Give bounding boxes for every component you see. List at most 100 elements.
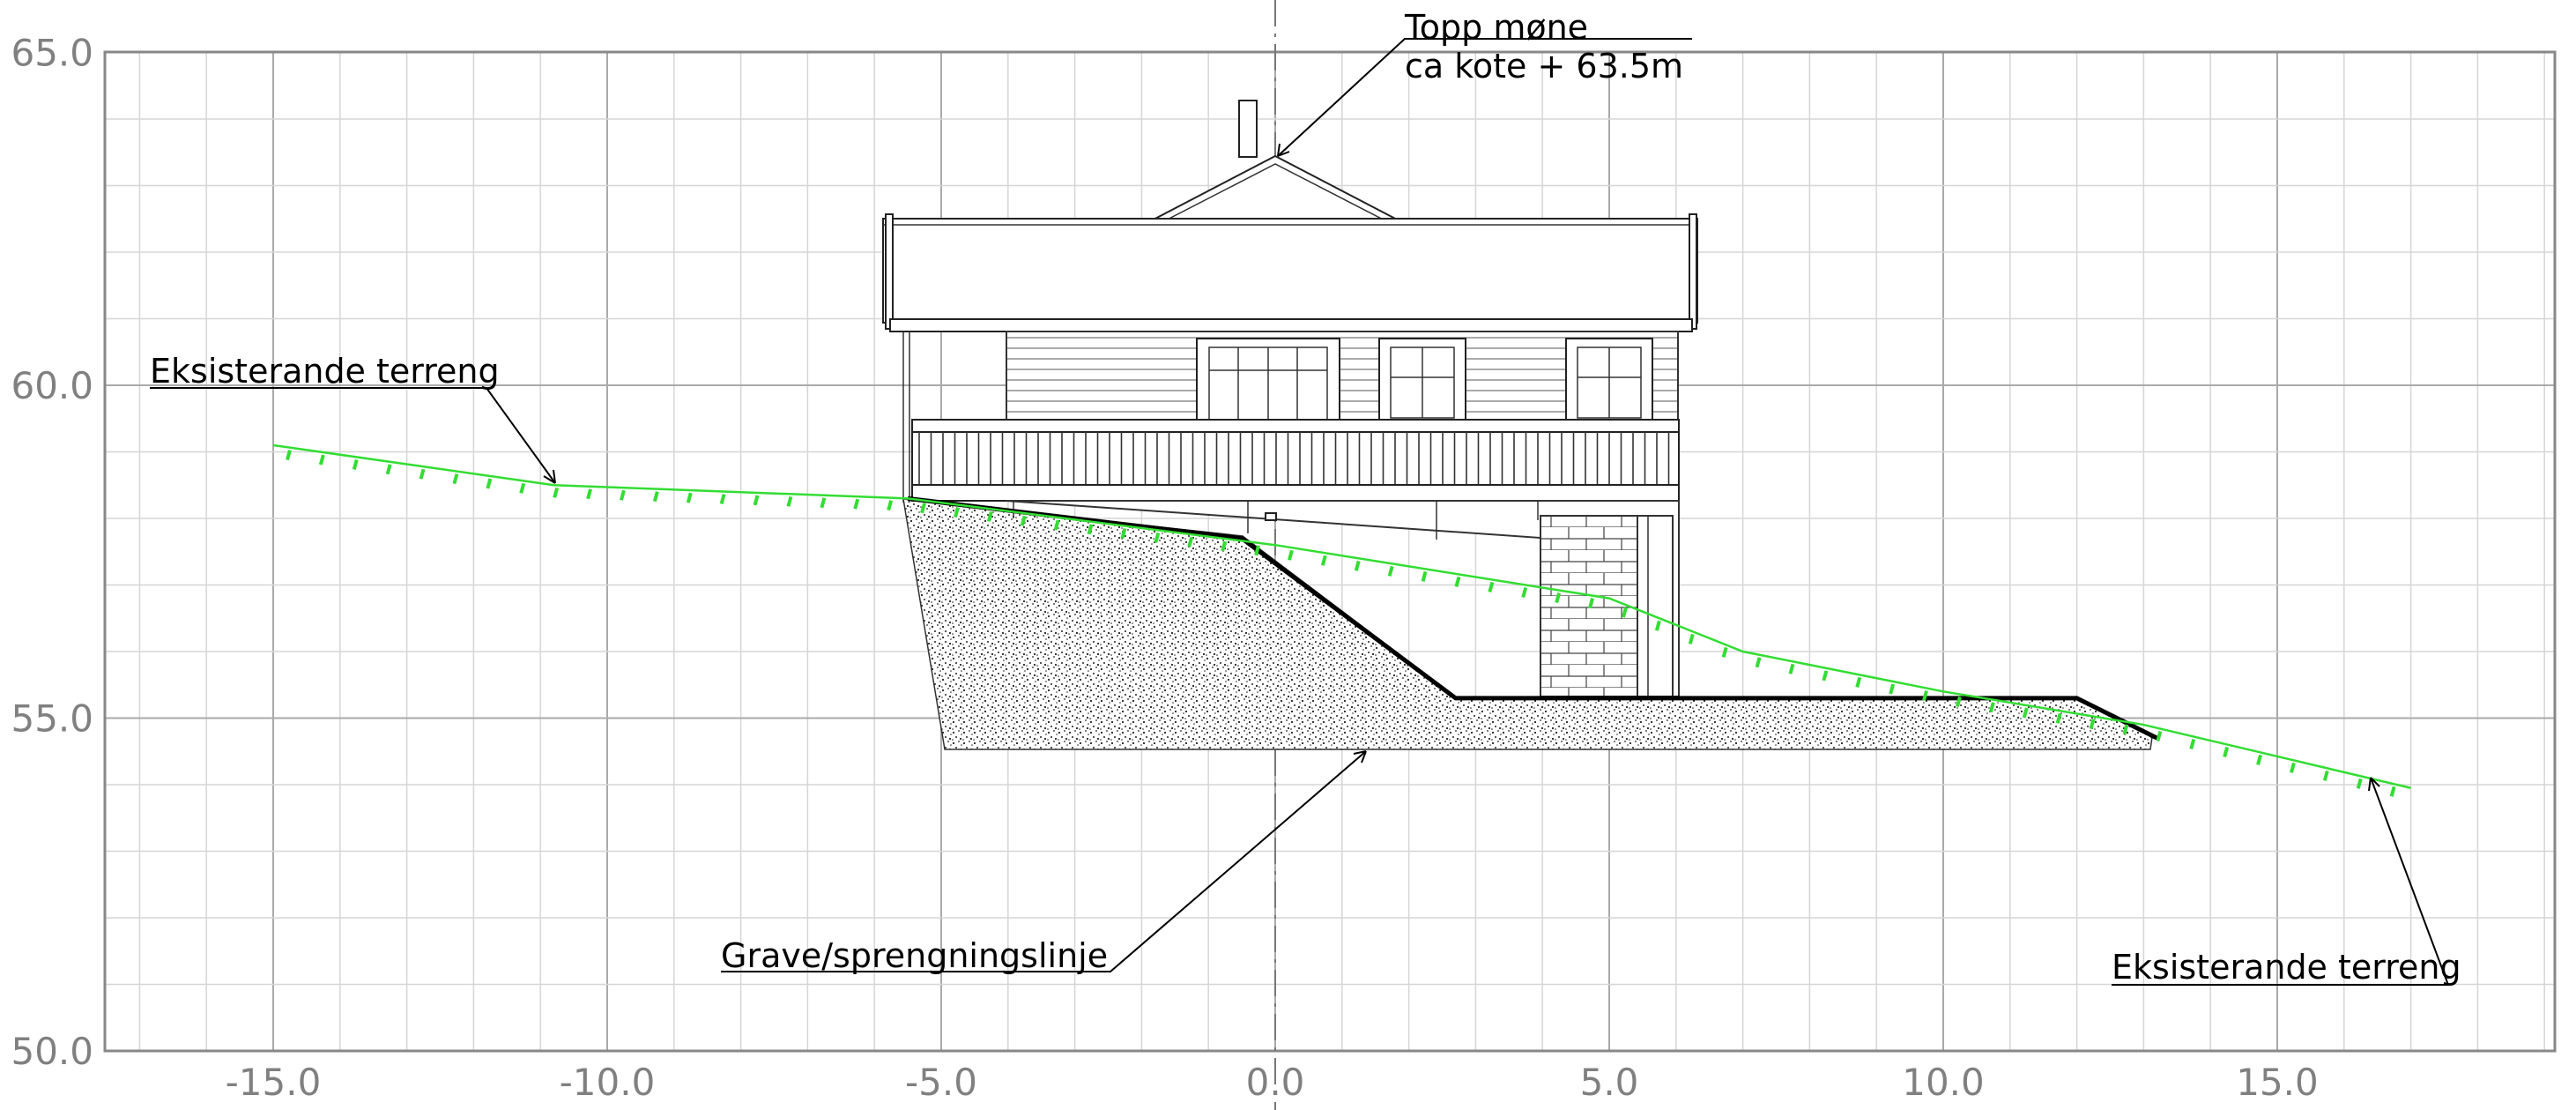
chimney <box>1238 100 1258 158</box>
terrain-left-leader <box>150 387 556 484</box>
terrain-hatch-mark <box>1654 620 1661 631</box>
terrain-hatch-mark <box>1020 515 1027 526</box>
terrain-hatch-mark <box>1622 607 1628 618</box>
terrain-right-label: Eksisterande terreng <box>2112 948 2461 987</box>
y-tick-label: 50.0 <box>11 1030 93 1073</box>
terrain-hatch-mark <box>1521 586 1528 599</box>
terrain-hatch-mark <box>419 468 426 480</box>
x-tick-label: -15.0 <box>226 1061 322 1104</box>
existing-terrain-line <box>272 443 2411 789</box>
ridge-label-line1: Topp møne <box>1404 8 1588 47</box>
terrain-hatch-mark <box>1855 676 1862 688</box>
balcony-bottom-rail <box>911 484 1680 502</box>
terrain-hatch-mark <box>1087 524 1094 535</box>
x-tick-label: 10.0 <box>1902 1061 1985 1104</box>
terrain-hatch-mark <box>1254 545 1260 556</box>
y-tick-label: 60.0 <box>11 364 93 407</box>
terrain-hatch-mark <box>553 487 560 498</box>
roof-eave <box>889 318 1693 332</box>
terrain-hatch-mark <box>1788 663 1795 674</box>
terrain-hatch-mark <box>2389 786 2396 797</box>
y-axis-ticks: 50.0 55.0 60.0 65.0 <box>11 32 93 1074</box>
terrain-right-annotation: Eksisterande terreng <box>2112 777 2461 987</box>
x-tick-label: 15.0 <box>2236 1061 2319 1104</box>
terrain-hatch-mark <box>1387 565 1394 577</box>
terrain-hatch-mark <box>2089 719 2096 730</box>
terrain-hatch-mark <box>2055 712 2062 724</box>
terrain-hatch-mark <box>352 458 359 470</box>
terrain-hatch-mark <box>2290 762 2296 773</box>
ridge-label-line2: ca kote + 63.5m <box>1405 47 1683 86</box>
terrain-hatch-mark <box>1454 576 1461 587</box>
x-tick-label: 0.0 <box>1246 1061 1305 1104</box>
terrain-hatch-mark <box>1120 528 1127 540</box>
terrain-hatch-mark <box>1956 696 1962 707</box>
terrain-left-label: Eksisterande terreng <box>150 352 500 391</box>
roof-end-left <box>885 213 894 330</box>
terrain-hatch-mark <box>853 498 860 510</box>
terrain-hatching <box>286 450 2396 797</box>
window-double-door <box>1196 338 1340 422</box>
terrain-hatch-mark <box>2189 738 2196 750</box>
ridge-annotation: Topp møne ca kote + 63.5m <box>1277 8 1692 157</box>
window-middle <box>1378 338 1466 422</box>
plot-frame <box>103 50 2557 1053</box>
balcony-top-rail <box>911 419 1680 433</box>
house-elevation <box>882 100 1698 697</box>
terrain-hatch-mark <box>2356 778 2363 789</box>
terrain-hatch-mark <box>620 489 626 501</box>
terrain-hatch-mark <box>887 500 894 511</box>
balusters <box>918 432 1670 485</box>
terrain-hatch-mark <box>286 450 292 461</box>
terrain-hatch-mark <box>719 493 726 505</box>
terrain-hatch-mark <box>1889 683 1896 695</box>
terrain-left-arrowhead <box>543 469 556 484</box>
terrain-hatch-mark <box>652 491 659 503</box>
terrain-hatch-mark <box>786 495 793 507</box>
terrain-hatch-mark <box>2122 724 2129 735</box>
terrain-hatch-mark <box>2322 770 2329 781</box>
terrain-hatch-mark <box>1187 536 1194 548</box>
x-tick-label: -10.0 <box>560 1061 656 1104</box>
terrain-hatch-mark <box>1354 560 1361 571</box>
terrain-hatch-mark <box>1588 598 1594 609</box>
terrain-hatch-mark <box>1053 519 1060 531</box>
terrain-hatch-mark <box>586 488 592 500</box>
ridge-leader-line <box>1277 38 1692 157</box>
terrain-hatch-mark <box>753 495 760 506</box>
terrain-hatch-mark <box>1688 633 1695 644</box>
terrain-hatch-mark <box>1555 592 1562 604</box>
window-right <box>1565 338 1653 422</box>
excavation-annotation: Grave/sprengningslinje <box>721 750 1367 975</box>
roof-fascia <box>882 218 1698 324</box>
terrain-hatch-mark <box>686 492 693 503</box>
x-tick-label: 5.0 <box>1580 1061 1639 1104</box>
terrain-hatch-mark <box>1221 540 1228 552</box>
x-tick-label: -5.0 <box>905 1061 977 1104</box>
terrain-hatch-mark <box>1154 532 1161 543</box>
ridge-arrowhead <box>1277 143 1290 157</box>
stone-wall-right <box>1637 515 1674 697</box>
terrain-hatch-mark <box>1488 581 1495 592</box>
terrain-hatch-mark <box>954 507 960 518</box>
terrain-hatch-mark <box>318 454 325 466</box>
terrain-hatch-mark <box>2156 731 2163 742</box>
terrain-hatch-mark <box>1288 549 1294 561</box>
terrain-hatch-mark <box>1922 689 1928 702</box>
balcony-railing <box>911 431 1680 486</box>
terrain-hatch-mark <box>1822 670 1829 682</box>
terrain-right-arrowhead <box>2368 777 2380 792</box>
terrain-hatch-mark <box>2256 754 2262 765</box>
terrain-right-leader <box>2112 777 2450 986</box>
roof-end-right <box>1689 213 1697 330</box>
excavation-arrowhead <box>1353 750 1367 764</box>
terrain-hatch-mark <box>2022 707 2029 719</box>
excavation-leader <box>721 750 1367 972</box>
marker-point <box>1265 512 1277 521</box>
terrain-hatch-mark <box>486 478 493 489</box>
terrain-hatch-mark <box>452 473 459 485</box>
excavation-label: Grave/sprengningslinje <box>721 936 1108 975</box>
terrain-hatch-mark <box>1988 702 1995 713</box>
